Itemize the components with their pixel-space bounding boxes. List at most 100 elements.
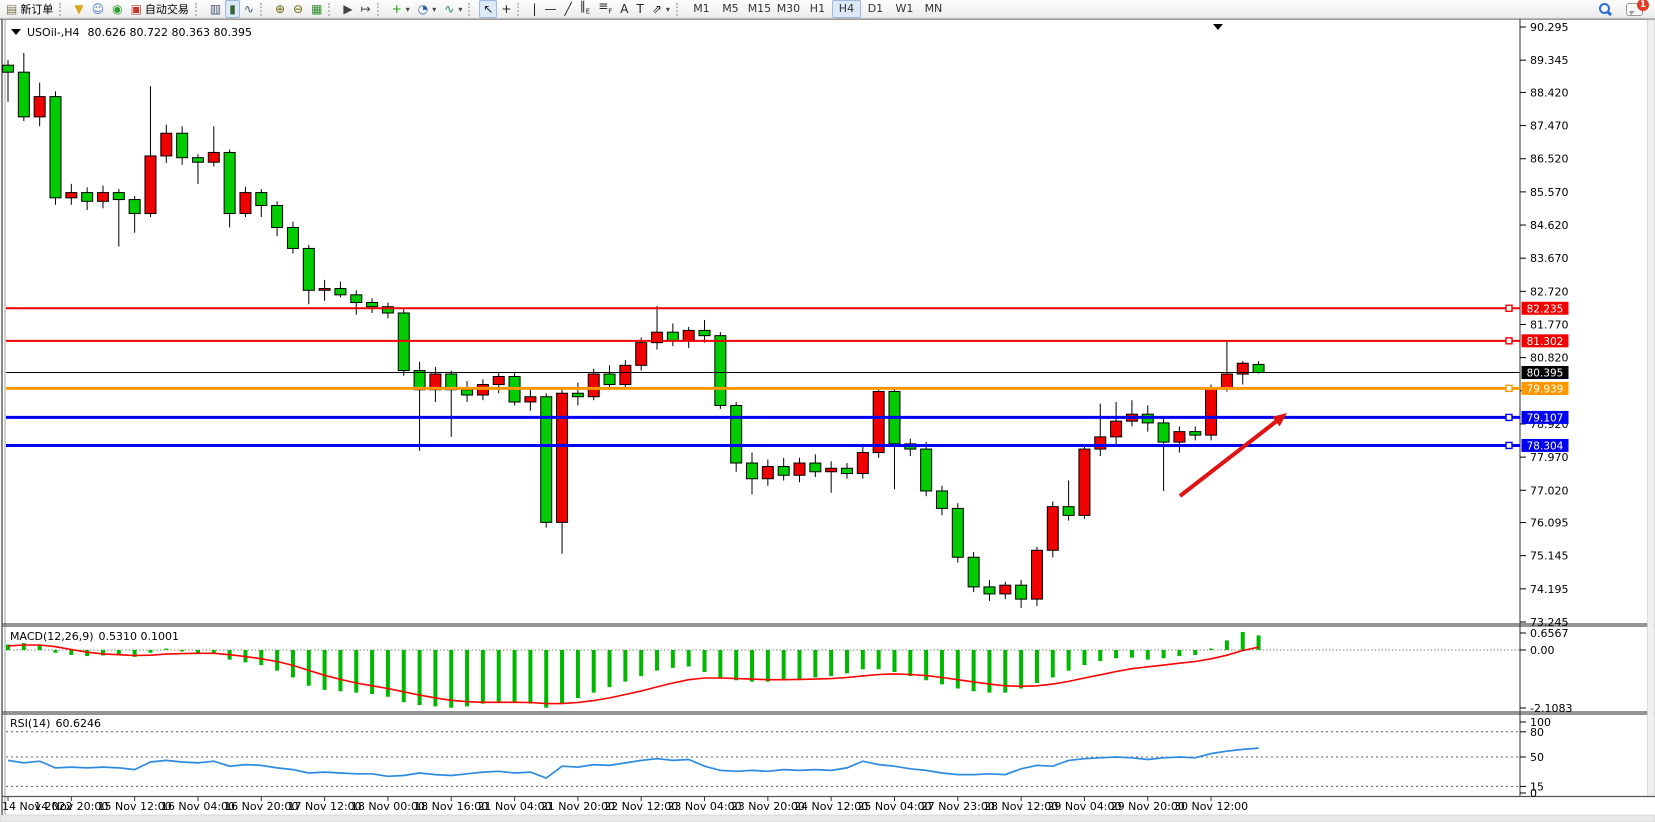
new-chart-button[interactable]: + ▾ xyxy=(388,0,414,18)
textA-icon: A xyxy=(620,1,629,16)
macd-axis-label: -2.1083 xyxy=(1530,702,1572,715)
macd-histogram-bar xyxy=(21,643,26,650)
time-axis-label: 24 Nov 12:00 xyxy=(794,800,868,813)
arrows-button[interactable]: ⇗ ▾ xyxy=(648,0,674,18)
macd-histogram-bar xyxy=(53,650,58,653)
candle xyxy=(698,329,711,337)
horizontal-line-button[interactable]: — xyxy=(541,0,561,18)
time-axis-label: 22 Nov 12:00 xyxy=(604,800,678,813)
macd-histogram-bar xyxy=(955,650,960,689)
candle xyxy=(144,155,157,215)
candle xyxy=(286,226,299,249)
candle xyxy=(619,364,632,386)
trendline-button[interactable]: ╱ xyxy=(561,0,576,18)
search-icon[interactable] xyxy=(1598,2,1612,16)
timeframe-button-M5[interactable]: M5 xyxy=(722,2,739,15)
timeframe-button-M15[interactable]: M15 xyxy=(747,2,772,15)
autotrade-button[interactable]: ▣ 自动交易 xyxy=(127,0,193,18)
signals-icon: ◉ xyxy=(112,1,123,16)
funnel-button[interactable]: ▼ xyxy=(70,0,87,18)
candle xyxy=(872,390,885,454)
label-button[interactable]: T xyxy=(633,0,648,18)
candle xyxy=(603,373,616,386)
indicators-button[interactable]: ∿ ▾ xyxy=(440,0,466,18)
chart-shift-icon: ↦ xyxy=(360,1,371,16)
candle xyxy=(492,375,505,386)
chart-menu-icon[interactable] xyxy=(11,29,21,35)
price-axis-label: 77.970 xyxy=(1530,451,1569,464)
timeframe-button-MN[interactable]: MN xyxy=(924,2,943,15)
time-axis-label: 18 Nov 16:00 xyxy=(414,800,488,813)
macd-axis-label: 0.00 xyxy=(1530,644,1555,657)
zoom-out-button[interactable]: ⊖ xyxy=(289,0,307,18)
macd-histogram-bar xyxy=(560,650,565,704)
candle xyxy=(951,507,964,558)
macd-histogram-bar xyxy=(417,650,422,705)
price-axis-label: 74.195 xyxy=(1530,583,1569,596)
signals-button[interactable]: ◉ xyxy=(108,0,126,18)
chevron-down-icon[interactable]: ▾ xyxy=(405,4,410,14)
candle xyxy=(1078,448,1091,516)
line-chart-button[interactable]: ∿ xyxy=(240,0,258,18)
macd-histogram-bar xyxy=(765,650,770,682)
price-tag: 82.235 xyxy=(1527,303,1564,315)
time-axis-label: 15 Nov 12:00 xyxy=(98,800,172,813)
candle xyxy=(540,396,553,523)
text-button[interactable]: A xyxy=(616,0,632,18)
time-axis-label: 23 Nov 04:00 xyxy=(667,800,741,813)
fibo-icon: ≡F xyxy=(598,0,613,16)
tile-windows-icon: ▦ xyxy=(311,1,323,16)
chevron-down-icon[interactable]: ▾ xyxy=(458,4,463,14)
zoom-in-button[interactable]: ⊕ xyxy=(271,0,289,18)
price-tag: 79.939 xyxy=(1527,383,1564,395)
candle xyxy=(809,462,822,473)
time-axis-label: 27 Nov 23:00 xyxy=(921,800,995,813)
timeframe-button-H1[interactable]: H1 xyxy=(809,2,826,15)
macd-histogram-bar xyxy=(1224,640,1229,650)
vertical-line-button[interactable]: | xyxy=(528,0,540,18)
macd-histogram-bar xyxy=(623,650,628,682)
price-axis-label: 76.095 xyxy=(1530,517,1569,530)
chart-shift-marker-icon[interactable] xyxy=(1213,24,1223,30)
macd-histogram-bar xyxy=(528,650,533,704)
timeframe-button-H4[interactable]: H4 xyxy=(831,0,861,18)
periods-button[interactable]: ◔ ▾ xyxy=(414,0,441,18)
cursor-button[interactable]: ↖ xyxy=(479,0,498,18)
new-order-button[interactable]: ▤ 新订单 xyxy=(2,0,57,18)
fibonacci-button[interactable]: ≡F xyxy=(594,0,616,18)
price-axis-label: 82.720 xyxy=(1530,285,1569,298)
macd-histogram-bar xyxy=(876,650,881,670)
chevron-down-icon[interactable]: ▾ xyxy=(432,4,437,14)
chevron-down-icon[interactable]: ▾ xyxy=(665,4,670,14)
candle xyxy=(935,490,948,509)
zoom-in-icon: ⊕ xyxy=(274,1,285,16)
timeframe-button-M1[interactable]: M1 xyxy=(693,2,710,15)
contacts-button[interactable]: ☺ xyxy=(88,0,109,18)
tile-windows-button[interactable]: ▦ xyxy=(307,0,326,18)
macd-histogram-bar xyxy=(797,650,802,679)
candle xyxy=(334,288,347,296)
timeframe-button-W1[interactable]: W1 xyxy=(895,2,914,15)
trend-arrow-head[interactable] xyxy=(1272,413,1287,427)
time-axis-label: 17 Nov 12:00 xyxy=(288,800,362,813)
timeframe-button-M30[interactable]: M30 xyxy=(776,2,801,15)
channel-button[interactable]: ∥E xyxy=(576,0,594,18)
macd-histogram-bar xyxy=(1177,650,1182,657)
price-tag: 80.395 xyxy=(1527,367,1564,379)
bar-chart-button[interactable]: ▥ xyxy=(206,0,225,18)
macd-histogram-bar xyxy=(1145,650,1150,660)
candle xyxy=(999,584,1012,595)
crosshair-button[interactable]: + xyxy=(497,0,515,18)
chart-shift-button[interactable]: ↦ xyxy=(357,0,375,18)
candle xyxy=(318,288,331,291)
timeframe-button-D1[interactable]: D1 xyxy=(867,2,884,15)
auto-scroll-button[interactable]: ▶ xyxy=(339,0,356,18)
macd-histogram-bar xyxy=(1209,648,1214,650)
candle xyxy=(825,467,838,473)
time-axis-label: 18 Nov 00:00 xyxy=(351,800,425,813)
candle-chart-button[interactable]: ▮ xyxy=(225,0,240,18)
macd-histogram-bar xyxy=(718,650,723,678)
candle xyxy=(920,448,933,492)
notifications-icon[interactable]: 1 xyxy=(1626,0,1649,16)
